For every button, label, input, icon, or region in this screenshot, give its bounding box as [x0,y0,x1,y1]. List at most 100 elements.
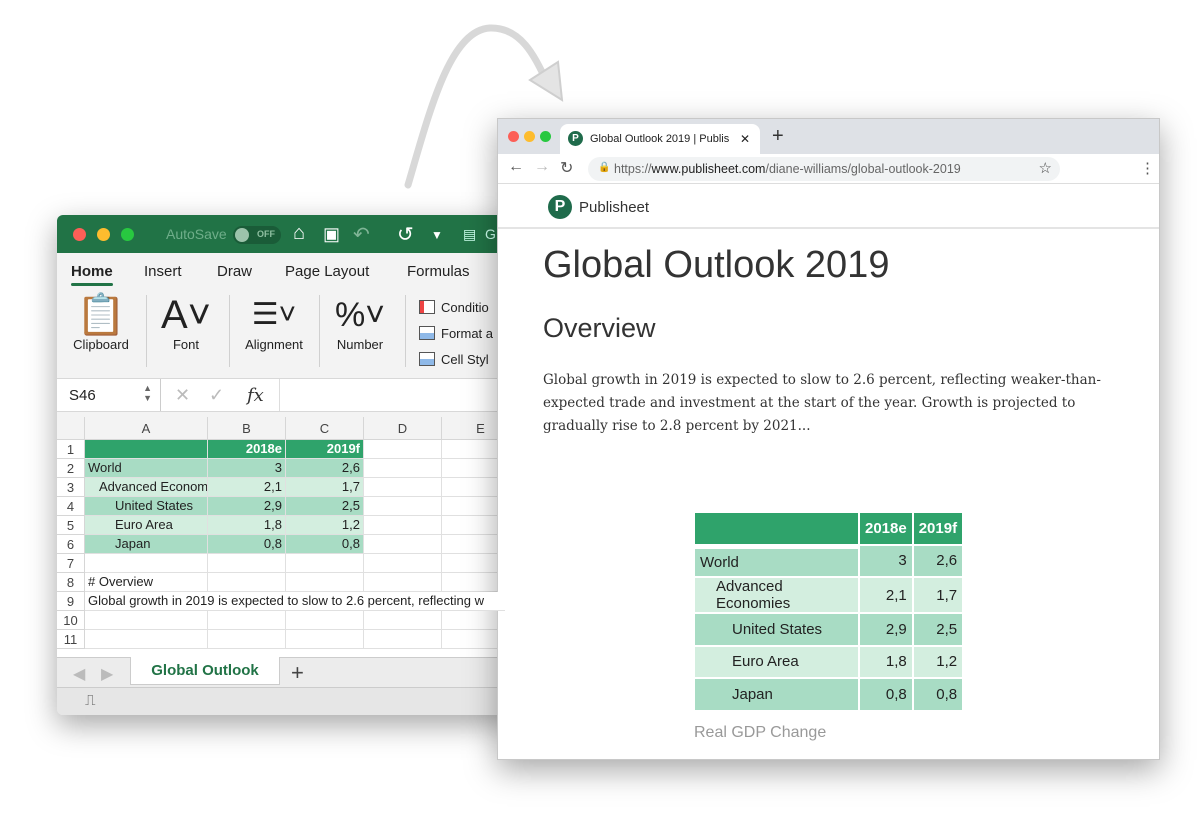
name-box[interactable]: S46 ▲ ▼ [57,379,161,411]
url-input[interactable]: 🔒 https://www.publisheet.com/diane-willi… [588,157,1060,181]
clipboard-group[interactable]: 📋 Clipboard [69,293,133,352]
back-icon[interactable]: ← [508,158,524,175]
cell-E11[interactable] [442,630,517,649]
macro-record-icon[interactable]: ⎍ [85,692,96,709]
number-group[interactable]: %˅ Number [329,293,391,352]
row-header[interactable]: 8 [57,573,85,592]
cell-D10[interactable] [364,611,442,630]
format-as-table-button[interactable]: Format a [419,326,493,341]
column-header-B[interactable]: B [208,417,286,440]
cell-D7[interactable] [364,554,442,573]
redo-icon[interactable]: ↺ [397,224,414,246]
formula-input[interactable] [279,379,517,411]
row-header[interactable]: 4 [57,497,85,516]
cell-A9[interactable]: Global growth in 2019 is expected to slo… [85,592,505,611]
cell-A4[interactable]: United States [85,497,208,516]
cell-C6[interactable]: 0,8 [286,535,364,554]
row-header[interactable]: 3 [57,478,85,497]
cell-A8[interactable]: # Overview [85,573,208,592]
tab-draw[interactable]: Draw [217,263,253,280]
cell-C3[interactable]: 1,7 [286,478,364,497]
row-header[interactable]: 5 [57,516,85,535]
publisheet-logo[interactable]: P [548,195,572,219]
autosave-toggle[interactable]: OFF [233,226,281,244]
cell-D4[interactable] [364,497,442,516]
cell-C1[interactable]: 2019f [286,440,364,459]
save-icon[interactable]: ▣ [323,224,341,244]
browser-tab[interactable]: P Global Outlook 2019 | Publisheet ✕ [560,124,760,154]
cell-B10[interactable] [208,611,286,630]
home-icon[interactable]: ⌂ [293,222,306,244]
minimize-button[interactable] [524,131,535,142]
cell-B2[interactable]: 3 [208,459,286,478]
cell-E3[interactable] [442,478,517,497]
cell-C11[interactable] [286,630,364,649]
minimize-button[interactable] [97,228,110,241]
tab-home[interactable]: Home [71,263,113,286]
cell-E10[interactable] [442,611,517,630]
undo-icon[interactable]: ↶ [353,224,370,246]
cell-A5[interactable]: Euro Area [85,516,208,535]
cell-A7[interactable] [85,554,208,573]
close-tab-icon[interactable]: ✕ [739,132,750,146]
tab-insert[interactable]: Insert [144,263,182,280]
cell-D8[interactable] [364,573,442,592]
cell-C2[interactable]: 2,6 [286,459,364,478]
sheet-tab-global-outlook[interactable]: Global Outlook [130,657,280,685]
tab-page-layout[interactable]: Page Layout [285,263,370,280]
add-sheet-button[interactable]: + [291,660,304,685]
cell-B1[interactable]: 2018e [208,440,286,459]
cell-A3[interactable]: Advanced Economi [85,478,208,497]
function-icon[interactable]: fx [247,385,264,406]
cell-A11[interactable] [85,630,208,649]
row-header[interactable]: 11 [57,630,85,649]
cell-E7[interactable] [442,554,517,573]
cell-E6[interactable] [442,535,517,554]
cell-B6[interactable]: 0,8 [208,535,286,554]
cell-C8[interactable] [286,573,364,592]
conditional-formatting-button[interactable]: Conditio [419,300,489,315]
column-header-C[interactable]: C [286,417,364,440]
maximize-button[interactable] [121,228,134,241]
maximize-button[interactable] [540,131,551,142]
cell-B11[interactable] [208,630,286,649]
cell-C10[interactable] [286,611,364,630]
cell-D6[interactable] [364,535,442,554]
cell-B3[interactable]: 2,1 [208,478,286,497]
cell-E5[interactable] [442,516,517,535]
next-sheet-icon[interactable]: ▶ [101,666,114,683]
cell-E1[interactable] [442,440,517,459]
cell-D5[interactable] [364,516,442,535]
cell-C4[interactable]: 2,5 [286,497,364,516]
cell-C7[interactable] [286,554,364,573]
cell-styles-button[interactable]: Cell Styl [419,352,489,367]
row-header[interactable]: 7 [57,554,85,573]
row-header[interactable]: 10 [57,611,85,630]
cancel-icon[interactable]: ✕ [175,385,191,405]
row-header[interactable]: 9 [57,592,85,611]
forward-icon[interactable]: → [534,158,550,175]
alignment-group[interactable]: ☰˅ Alignment [239,293,309,352]
new-tab-button[interactable]: + [772,125,784,147]
cell-B4[interactable]: 2,9 [208,497,286,516]
column-header-A[interactable]: A [85,417,208,440]
menu-icon[interactable]: ⋮ [1140,160,1155,177]
cell-D11[interactable] [364,630,442,649]
row-header[interactable]: 2 [57,459,85,478]
row-header[interactable]: 6 [57,535,85,554]
cell-A1[interactable] [85,440,208,459]
close-button[interactable] [73,228,86,241]
cell-A2[interactable]: World [85,459,208,478]
cell-A10[interactable] [85,611,208,630]
cell-E2[interactable] [442,459,517,478]
cell-B5[interactable]: 1,8 [208,516,286,535]
cell-D3[interactable] [364,478,442,497]
tab-formulas[interactable]: Formulas [407,263,470,280]
select-all-corner[interactable] [57,417,85,440]
customize-toolbar-icon[interactable]: ▼ [431,228,443,242]
column-header-D[interactable]: D [364,417,442,440]
spreadsheet-grid[interactable]: A B C D E 1 2018e 2019f 2 World 3 2,6 3 Advanced Econ… [57,417,517,657]
bookmark-star-icon[interactable]: ☆ [1038,160,1052,177]
enter-icon[interactable]: ✓ [209,385,225,405]
prev-sheet-icon[interactable]: ◀ [73,666,86,683]
